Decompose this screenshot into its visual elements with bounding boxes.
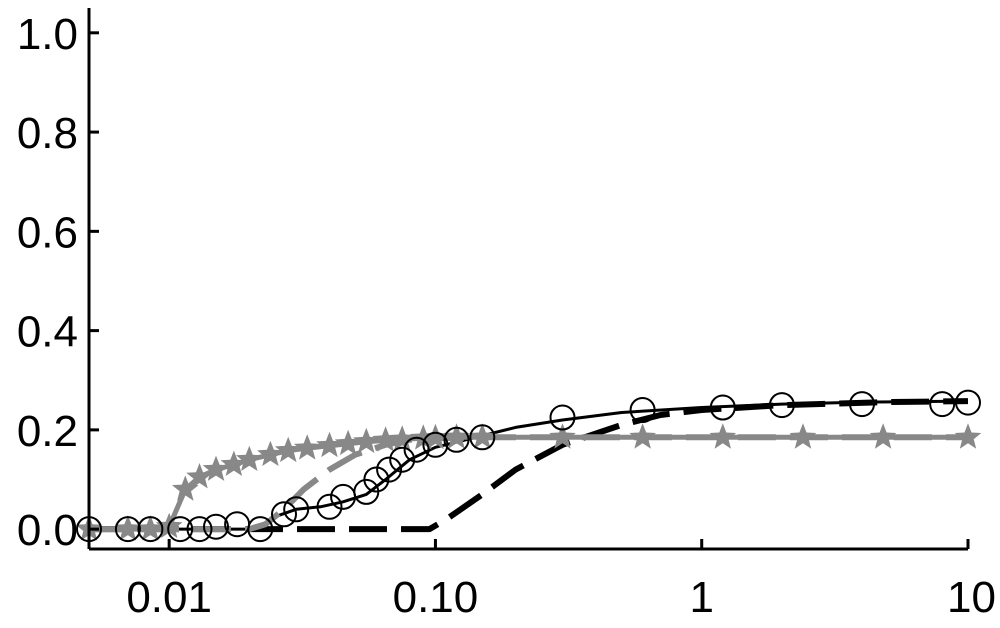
series-3-point [236, 445, 263, 471]
y-tick-label: 0.6 [17, 208, 78, 257]
x-tick-label: 10 [947, 573, 996, 622]
series-3-point [422, 423, 449, 450]
series-4-point [403, 436, 430, 463]
series-3-point [372, 426, 399, 452]
series-4-point [849, 391, 875, 418]
series-3-point [202, 455, 230, 481]
y-tick-label: 0.8 [17, 109, 78, 158]
series-3-point [186, 463, 213, 489]
series-4-point [629, 397, 656, 423]
series-4-point [247, 516, 274, 543]
series-3-point [629, 423, 656, 449]
series-4-point [709, 394, 736, 421]
series-3-point [274, 436, 302, 463]
series-4-point [768, 392, 795, 419]
series-3 [75, 423, 982, 541]
series-3-point [388, 425, 416, 451]
series-3-point [334, 429, 362, 456]
series-4-point [422, 431, 449, 458]
series-3-point [293, 434, 321, 460]
x-tick-label: 0.01 [126, 573, 212, 622]
series-3-point [316, 431, 343, 458]
series-3-point [257, 440, 284, 466]
series-3-point [172, 475, 199, 501]
y-tick-label: 0.4 [17, 308, 78, 357]
series-4-point [137, 516, 164, 543]
series-1-line [89, 398, 969, 533]
series-3-point [114, 515, 142, 541]
y-tick-label: 1.0 [17, 10, 78, 59]
series-4-point [929, 391, 956, 418]
series-4-point [186, 516, 213, 543]
ticks-layer: 0.0 0.2 0.4 0.6 0.8 1.0 0.01 0.10 1 10 [17, 10, 996, 622]
series-4-point [389, 446, 416, 473]
series-4 [76, 389, 981, 543]
series-4-point [203, 513, 229, 540]
y-tick-label: 0.2 [17, 407, 78, 456]
series-4-point [114, 516, 141, 543]
series-4-point [167, 516, 194, 543]
series-3-point [353, 427, 380, 454]
series-2-line [89, 434, 968, 533]
series-4-point [443, 426, 470, 453]
series-4-point [283, 496, 310, 523]
series-4-point [955, 389, 981, 416]
x-tick-label: 0.10 [393, 573, 479, 622]
series-3-point [137, 515, 164, 541]
series-3-point [469, 423, 496, 449]
series-3-point [220, 450, 248, 476]
series-4-point [271, 501, 297, 528]
series-4-point [316, 493, 343, 520]
series-3-point [789, 423, 817, 449]
series-layer [75, 389, 982, 543]
series-3-point [409, 424, 437, 450]
series-2 [89, 434, 968, 533]
x-tick-label: 1 [689, 573, 713, 622]
series-3-point [869, 423, 897, 449]
series-3-point [954, 423, 982, 449]
series-4-point [376, 456, 403, 483]
y-tick-label: 0.0 [17, 506, 78, 555]
series-3-point [443, 423, 470, 449]
axes-layer [87, 8, 968, 551]
series-3-point [549, 423, 576, 449]
series-4-point [469, 424, 496, 451]
series-3-point [709, 423, 737, 449]
series-4-point [549, 404, 576, 431]
series-1 [89, 398, 969, 533]
